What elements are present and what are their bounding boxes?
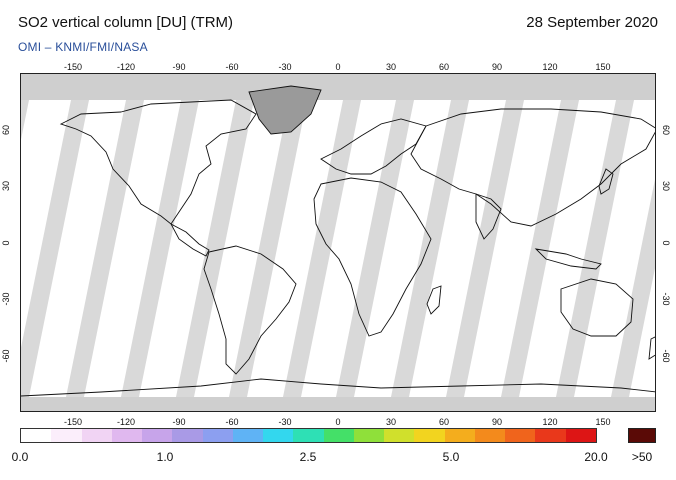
colorbar-segment: [51, 429, 82, 443]
central-america: [169, 222, 210, 257]
lon-tick-label: -30: [278, 62, 292, 72]
orbit-gap-band: [391, 100, 469, 397]
colorbar-label: 1.0: [156, 450, 174, 464]
orbit-gap-band: [556, 100, 634, 397]
lon-tick-label: -150: [63, 417, 83, 427]
map-svg: [21, 74, 655, 411]
colorbar-label: 2.5: [299, 450, 317, 464]
japan: [598, 168, 614, 195]
colorbar-segment: [565, 429, 597, 443]
lon-tick-label: 90: [491, 417, 503, 427]
orbit-gap-band: [336, 100, 414, 397]
colorbar-segment: [444, 429, 476, 443]
colorbar-segment: [202, 429, 234, 443]
new-zealand: [648, 336, 655, 360]
colorbar-segment: [323, 429, 355, 443]
lon-tick-label: 60: [438, 417, 450, 427]
australia: [560, 278, 634, 337]
india: [475, 193, 502, 240]
asia: [410, 108, 655, 227]
lat-tick-label: 30: [1, 180, 11, 192]
lat-tick-label: -30: [661, 292, 671, 306]
orbit-gap-band: [121, 100, 199, 397]
orbit-gap-band: [501, 100, 579, 397]
orbit-gap-band: [283, 100, 361, 397]
lon-tick-label: 150: [595, 62, 611, 72]
lon-tick-label: -60: [225, 62, 239, 72]
lon-tick-label: 90: [491, 62, 503, 72]
orbit-gap-band: [611, 179, 655, 397]
colorbar-segment: [474, 429, 506, 443]
colorbar-segment: [263, 429, 294, 443]
lon-tick-label: 30: [385, 62, 397, 72]
lon-tick-label: -60: [225, 417, 239, 427]
lon-tick-label: 150: [595, 417, 611, 427]
colorbar-over-label: >50: [631, 450, 653, 464]
lon-tick-label: -120: [116, 417, 136, 427]
colorbar-label: 5.0: [442, 450, 460, 464]
antarctica: [21, 378, 655, 397]
colorbar-segment: [353, 429, 385, 443]
lon-tick-label: 0: [335, 417, 341, 427]
colorbar-segment: [535, 429, 567, 443]
lon-tick-label: 120: [542, 62, 558, 72]
lon-tick-label: -30: [278, 417, 292, 427]
orbit-gap-band: [21, 100, 89, 397]
colorbar-segment: [293, 429, 325, 443]
date-label: 28 September 2020: [526, 14, 658, 31]
orbit-gap-swaths: [21, 100, 655, 397]
orbit-gap-band: [66, 100, 144, 397]
lon-tick-label: 60: [438, 62, 450, 72]
lat-tick-label: -30: [1, 292, 11, 306]
data-source-label: OMI – KNMI/FMI/NASA: [18, 40, 148, 54]
orbit-gap-band: [176, 100, 254, 397]
madagascar: [426, 285, 442, 315]
lat-tick-label: -60: [661, 348, 671, 363]
lon-tick-label: -150: [63, 62, 83, 72]
lat-tick-label: 30: [661, 180, 671, 192]
world-map: [20, 73, 656, 412]
colorbar-segment: [81, 429, 113, 443]
colorbar-segment: [232, 429, 264, 443]
orbit-gap-band: [229, 100, 307, 397]
colorbar-label: 0.0: [11, 450, 29, 464]
chart-title: SO2 vertical column [DU] (TRM): [18, 14, 234, 31]
lon-tick-label: -90: [172, 62, 186, 72]
colorbar-segment: [384, 429, 415, 443]
north-america: [59, 99, 257, 225]
lat-tick-label: 60: [1, 124, 11, 135]
lat-tick-label: 60: [661, 124, 671, 135]
colorbar-segment: [21, 429, 52, 443]
colorbar-over-box: [628, 428, 656, 443]
land-masses: [21, 85, 655, 397]
colorbar-frame: [20, 428, 597, 443]
greenland: [248, 85, 322, 135]
indonesia: [534, 248, 602, 270]
africa: [313, 177, 432, 337]
lon-tick-label: -90: [172, 417, 186, 427]
colorbar-segment: [142, 429, 173, 443]
lon-tick-label: 0: [335, 62, 341, 72]
lon-tick-label: -120: [116, 62, 136, 72]
colorbar-label: 20.0: [584, 450, 608, 464]
lat-tick-label: -60: [1, 348, 11, 363]
no-data-north: [21, 74, 655, 100]
no-data-south: [21, 397, 655, 411]
south-america: [203, 245, 297, 375]
lon-tick-label: 30: [385, 417, 397, 427]
lat-tick-label: 0: [1, 239, 11, 246]
lat-tick-label: 0: [661, 239, 671, 246]
colorbar-segment: [414, 429, 446, 443]
colorbar-segment: [111, 429, 143, 443]
orbit-gap-band: [446, 100, 524, 397]
colorbar-segment: [505, 429, 536, 443]
lon-tick-label: 120: [542, 417, 558, 427]
colorbar-segment: [172, 429, 204, 443]
